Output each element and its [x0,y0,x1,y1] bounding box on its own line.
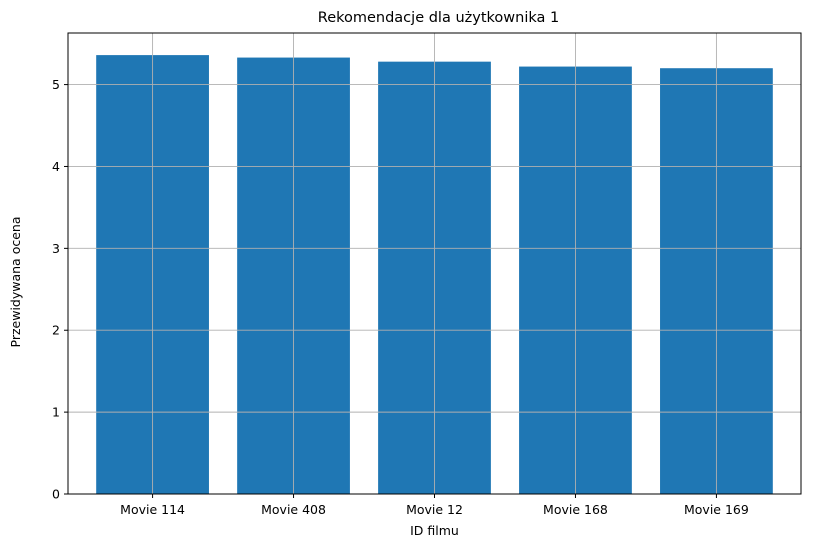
chart-title: Rekomendacje dla użytkownika 1 [318,10,559,26]
x-tick-label: Movie 169 [684,502,749,517]
x-tick-label: Movie 12 [406,502,463,517]
y-tick-label: 4 [52,159,60,174]
y-tick-label: 1 [52,405,60,420]
y-tick-label: 5 [52,77,60,92]
x-tick-label: Movie 408 [261,502,326,517]
x-tick-label: Movie 168 [543,502,608,517]
x-axis-label: ID filmu [410,523,459,538]
plot-area: Movie 114 Movie 408 Movie 12 Movie 168 Movie… [52,32,802,517]
y-axis-label: Przewidywana ocena [8,217,23,348]
y-tick-label: 2 [52,323,60,338]
x-tick-label: Movie 114 [120,502,185,517]
y-tick-label: 3 [52,241,60,256]
y-tick-label: 0 [52,487,60,502]
